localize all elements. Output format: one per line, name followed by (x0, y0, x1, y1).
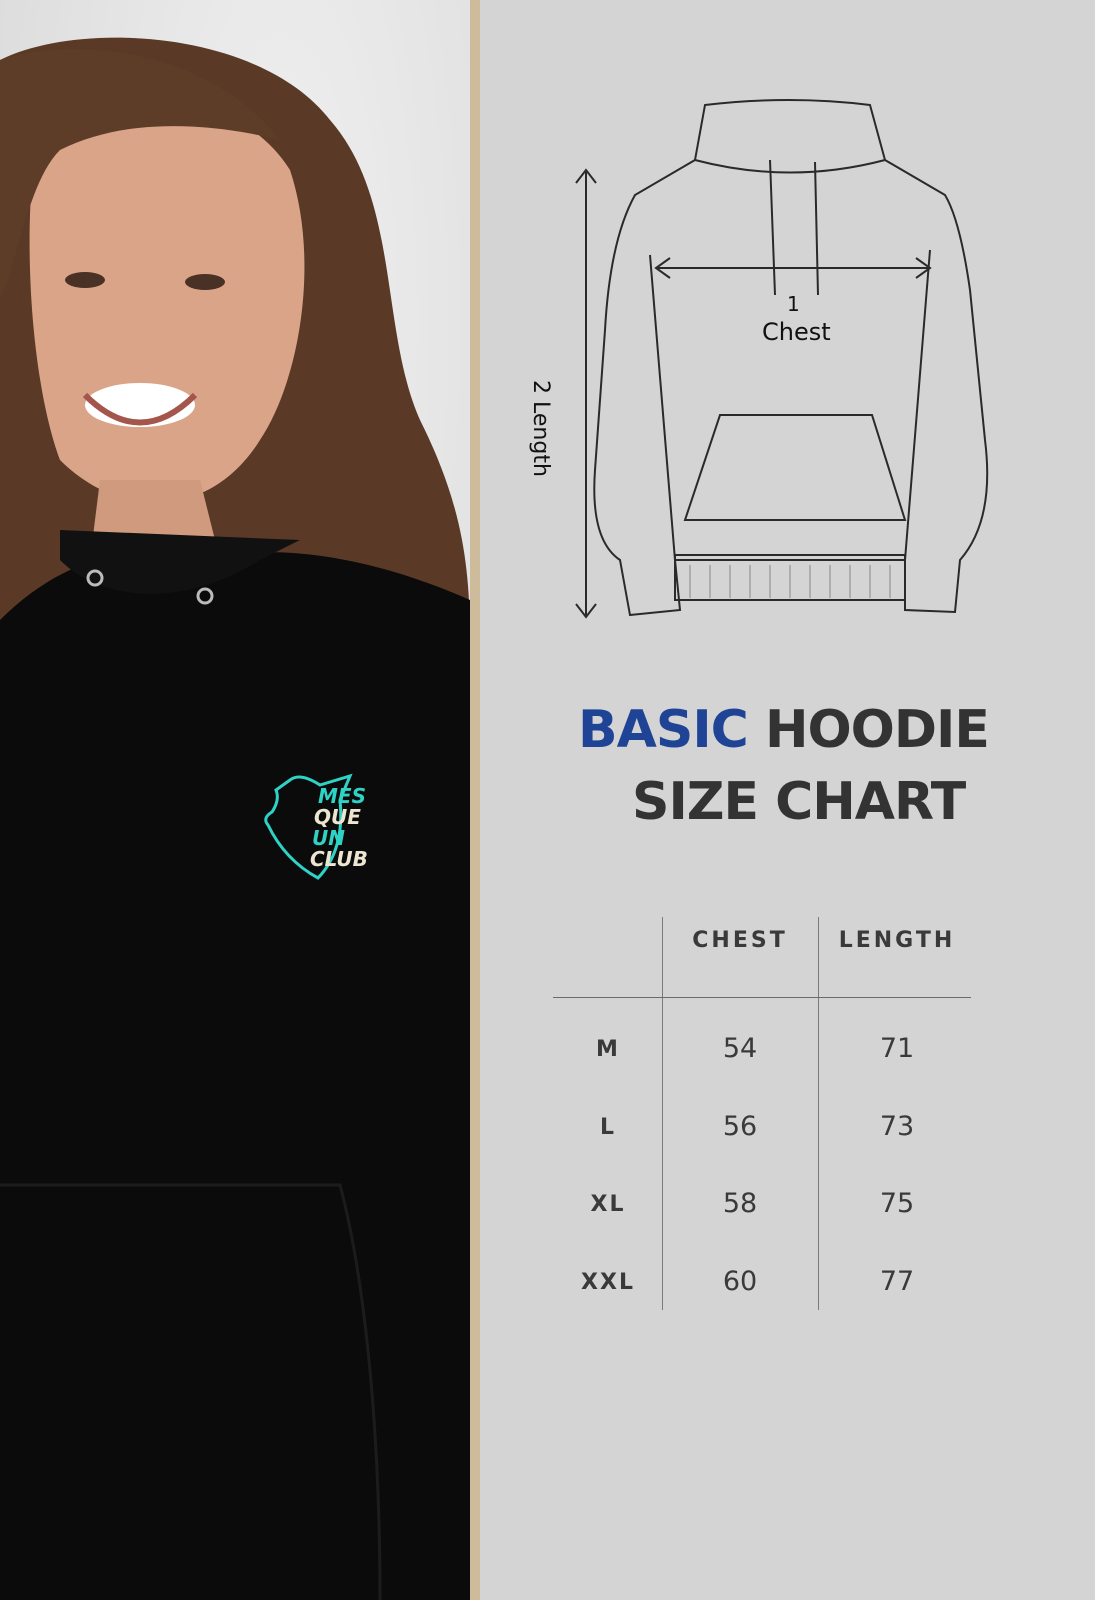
length-value: 73 (879, 1111, 915, 1142)
column-header-chest: CHEST (692, 928, 788, 953)
page-title-line2: SIZE CHART (632, 772, 966, 832)
size-label: XL (590, 1192, 626, 1217)
size-label: M (596, 1037, 620, 1062)
model-photo: MES QUE UN CLUB (0, 0, 470, 1600)
crest-outline-icon (264, 773, 353, 880)
chest-value: 56 (722, 1111, 758, 1142)
chest-value: 58 (722, 1188, 758, 1219)
logo-line-un: UN (312, 826, 345, 850)
chest-value: 60 (722, 1266, 758, 1297)
table-divider (818, 917, 819, 1310)
table-divider (662, 917, 663, 1310)
title-rest: HOODIE (764, 700, 990, 760)
chest-label: Chest (762, 318, 831, 346)
panel-divider (470, 0, 480, 1600)
model-illustration (0, 0, 470, 1600)
length-label: Length (528, 401, 553, 477)
chest-number: 1 (787, 292, 800, 316)
length-value: 75 (879, 1188, 915, 1219)
logo-line-mes: MES (318, 784, 366, 808)
logo-line-que: QUE (314, 805, 361, 829)
size-chart-panel (480, 0, 1095, 1600)
size-label: L (599, 1115, 617, 1140)
column-header-length: LENGTH (838, 928, 956, 953)
title-highlight: BASIC (578, 700, 749, 760)
chest-value: 54 (722, 1033, 758, 1064)
size-label: XXL (581, 1270, 635, 1295)
hoodie-diagram (575, 99, 989, 619)
length-label-group: 2 Length (528, 380, 553, 477)
length-number: 2 (528, 380, 553, 394)
table-header-rule (553, 997, 971, 998)
length-value: 71 (879, 1033, 915, 1064)
length-value: 77 (879, 1266, 915, 1297)
page-title-line1: BASIC HOODIE (578, 700, 990, 760)
logo-line-club: CLUB (310, 847, 368, 871)
